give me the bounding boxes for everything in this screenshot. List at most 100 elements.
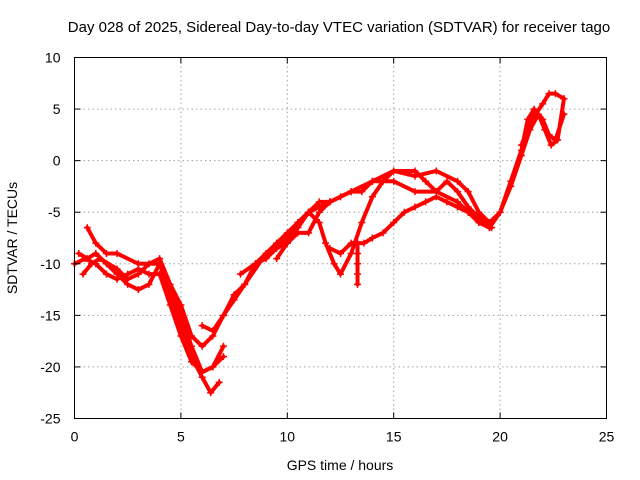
data-point	[236, 270, 244, 278]
data-point	[251, 260, 259, 268]
y-tick-label: -10	[40, 256, 60, 272]
data-point	[464, 188, 472, 196]
data-point	[337, 270, 344, 278]
data-point	[219, 342, 227, 350]
data-point	[315, 203, 323, 211]
data-point	[102, 249, 110, 257]
data-point	[207, 389, 215, 397]
data-point	[198, 342, 206, 350]
data-point	[219, 311, 227, 319]
data-point	[422, 198, 430, 206]
data-point	[75, 249, 83, 257]
series-track-9	[354, 239, 362, 288]
x-tick-label: 0	[71, 429, 79, 445]
y-tick-label: -20	[40, 359, 60, 375]
data-point	[113, 265, 121, 273]
data-point	[134, 286, 142, 294]
data-point	[230, 296, 238, 304]
data-point	[400, 208, 408, 216]
data-point	[262, 255, 270, 263]
data-point	[294, 224, 302, 232]
x-tick-label: 5	[177, 429, 185, 445]
y-tick-label: 10	[45, 50, 61, 66]
data-point	[322, 239, 330, 247]
data-point	[215, 378, 223, 386]
data-point	[102, 270, 110, 278]
data-point	[347, 188, 355, 196]
data-point	[330, 260, 338, 268]
data-point	[545, 90, 553, 98]
series-layer	[71, 90, 568, 397]
data-point	[92, 249, 100, 257]
x-axis-label: GPS time / hours	[287, 457, 394, 473]
grid-layer	[74, 57, 607, 419]
y-tick-label: -5	[48, 204, 61, 220]
data-point	[360, 239, 368, 247]
data-point	[530, 105, 538, 113]
data-point	[145, 270, 153, 278]
data-point	[79, 270, 87, 278]
data-point	[443, 198, 451, 206]
data-point	[390, 177, 398, 185]
data-point	[485, 224, 493, 232]
data-point	[198, 368, 206, 376]
data-point	[464, 208, 472, 216]
data-point	[432, 167, 440, 175]
data-point	[145, 280, 153, 288]
data-point	[241, 280, 249, 288]
plot-frame	[74, 57, 607, 419]
data-point	[528, 115, 536, 123]
series-track-12	[517, 90, 568, 149]
data-point	[390, 167, 398, 175]
data-point	[443, 177, 451, 185]
x-tick-label: 25	[599, 429, 615, 445]
data-point	[209, 363, 217, 371]
data-point	[541, 126, 549, 134]
data-point	[454, 177, 462, 185]
data-point	[177, 301, 185, 309]
chart-title: Day 028 of 2025, Sidereal Day-to-day VTE…	[68, 19, 610, 36]
data-point	[354, 270, 362, 278]
data-point	[554, 136, 562, 144]
x-tick-label: 20	[492, 429, 508, 445]
data-point	[88, 260, 96, 268]
data-point	[411, 188, 419, 196]
data-point	[354, 280, 362, 288]
data-point	[209, 327, 217, 335]
data-point	[354, 260, 362, 268]
data-point	[337, 193, 344, 201]
y-tick-label: -15	[40, 307, 60, 323]
data-point	[326, 198, 334, 206]
data-point	[358, 188, 366, 196]
data-point	[454, 203, 462, 211]
data-point	[517, 141, 525, 149]
series-line	[274, 168, 494, 277]
data-point	[124, 275, 132, 283]
data-point	[96, 255, 104, 263]
data-point	[305, 229, 313, 237]
data-point	[368, 177, 376, 185]
data-point	[358, 219, 366, 227]
y-axis-label: SDTVAR / TECUs	[4, 182, 20, 294]
data-point	[379, 229, 387, 237]
data-point	[368, 234, 376, 242]
data-point	[156, 260, 164, 268]
data-point	[551, 90, 559, 98]
data-point	[507, 182, 515, 190]
data-point	[83, 255, 91, 263]
tick-layer: 0 5 10 15 20 25 -25 -20 -15 -10 -5 0 5 10	[40, 50, 614, 445]
y-tick-label: 0	[53, 153, 61, 169]
series-line	[81, 256, 226, 375]
data-point	[379, 177, 387, 185]
data-point	[411, 167, 419, 175]
data-point	[188, 342, 196, 350]
data-point	[113, 249, 121, 257]
data-point	[283, 239, 291, 247]
x-tick-label: 10	[280, 429, 296, 445]
series-line	[200, 179, 492, 333]
data-point	[83, 224, 91, 232]
data-point	[347, 239, 355, 247]
data-point	[134, 260, 142, 268]
data-point	[273, 255, 281, 263]
